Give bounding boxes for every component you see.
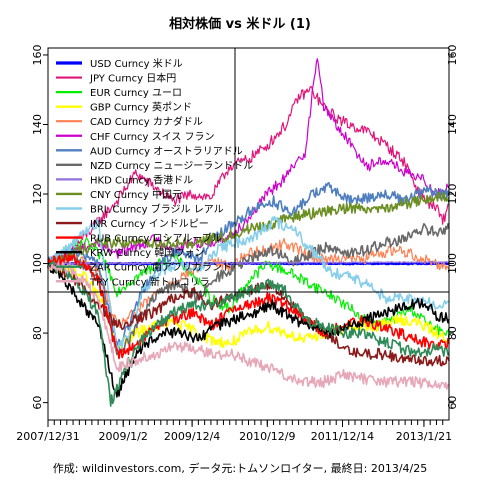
- legend-label-0: USD Curncy 米ドル: [90, 57, 183, 70]
- x-tick-label-3: 2010/12/9: [239, 430, 295, 443]
- y-tick-label-right-1: 80: [446, 326, 459, 340]
- legend-label-10: BRL Curncy ブラジル レアル: [90, 203, 224, 216]
- series-line-1: [47, 86, 450, 270]
- legend-label-11: INR Curncy インドルピー: [90, 218, 209, 230]
- x-tick-label-5: 2013/1/21: [396, 430, 452, 443]
- legend-label-14: ZAR Curncy 南アフリカランド: [90, 261, 232, 274]
- series-line-15: [47, 261, 450, 390]
- y-tick-label-right-3: 120: [446, 184, 459, 205]
- series-line-14: [47, 261, 450, 407]
- legend-label-5: CHF Curncy スイス フラン: [90, 131, 215, 143]
- legend: USD Curncy 米ドル JPY Curncy 日本円 EUR Curncy ユ…: [56, 57, 253, 288]
- y-tick-label-left-0: 60: [31, 396, 44, 410]
- legend-label-1: JPY Curncy 日本円: [89, 72, 176, 85]
- y-tick-label-left-4: 140: [31, 114, 44, 135]
- y-tick-label-left-1: 80: [31, 326, 44, 340]
- series-line-9: [47, 191, 450, 269]
- legend-label-2: EUR Curncy ユーロ: [90, 88, 182, 99]
- y-tick-label-right-2: 100: [446, 253, 459, 274]
- x-tick-label-0: 2007/12/31: [16, 430, 79, 443]
- y-tick-label-right-4: 140: [446, 114, 459, 135]
- y-tick-label-left-3: 120: [31, 184, 44, 205]
- chart-caption: 作成: wildinvestors.com, データ元:トムソンロイター, 最終…: [53, 461, 427, 475]
- series-line-12: [47, 252, 450, 360]
- series-line-4: [47, 237, 450, 329]
- x-tick-label-1: 2009/1/2: [98, 430, 147, 443]
- legend-label-6: AUD Curncy オーストラリアドル: [90, 145, 243, 157]
- series-line-10: [47, 215, 450, 353]
- legend-label-3: GBP Curncy 英ポンド: [90, 101, 192, 114]
- y-tick-label-left-5: 160: [31, 44, 44, 65]
- legend-label-9: CNY Curncy 中国元: [90, 188, 182, 201]
- x-tick-label-2: 2009/12/4: [164, 430, 220, 443]
- legend-label-15: TRY Curncy 新トルコリラ: [89, 275, 210, 288]
- chart-title: 相対株価 vs 米ドル (1): [169, 16, 311, 32]
- legend-label-12: RUB Curncy ロシアルーブル: [90, 232, 222, 245]
- y-tick-label-right-0: 60: [446, 396, 459, 410]
- series-line-5: [47, 58, 450, 267]
- series-line-8: [47, 261, 450, 265]
- series-line-7: [47, 223, 450, 356]
- legend-label-13: KRW Curncy 韓国ウォン: [90, 247, 204, 259]
- y-tick-label-left-2: 100: [31, 253, 44, 274]
- legend-label-8: HKD Curncy 香港ドル: [90, 174, 193, 186]
- plot-border: [47, 47, 450, 421]
- legend-label-7: NZD Curncy ニュージーランドドル: [90, 160, 253, 172]
- legend-label-4: CAD Curncy カナダドル: [90, 115, 203, 128]
- x-tick-label-4: 2011/12/14: [311, 430, 374, 443]
